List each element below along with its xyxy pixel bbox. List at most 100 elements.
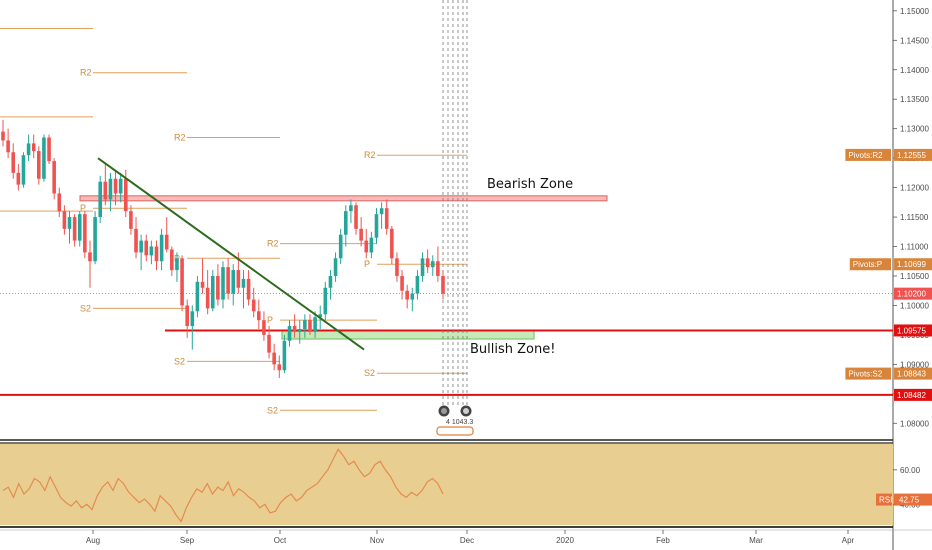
candle[interactable]	[31, 134, 36, 159]
candle[interactable]	[113, 169, 118, 206]
candle[interactable]	[246, 270, 251, 306]
candle[interactable]	[88, 240, 92, 288]
candle[interactable]	[6, 128, 10, 159]
candle[interactable]	[262, 311, 266, 341]
candle-body	[303, 320, 307, 329]
candle[interactable]	[21, 152, 26, 188]
candle[interactable]	[343, 205, 348, 247]
candle[interactable]	[323, 281, 328, 321]
candle[interactable]	[190, 305, 195, 350]
candle[interactable]	[16, 164, 21, 191]
candle[interactable]	[354, 202, 358, 235]
candle[interactable]	[154, 240, 159, 271]
candle[interactable]	[395, 252, 399, 282]
candle[interactable]	[210, 270, 215, 312]
candle[interactable]	[441, 270, 445, 300]
candle-body	[415, 275, 420, 294]
candle[interactable]	[277, 355, 282, 378]
candle[interactable]	[103, 164, 108, 206]
candle[interactable]	[67, 211, 72, 244]
candle[interactable]	[149, 240, 154, 265]
candle[interactable]	[364, 228, 369, 259]
candle[interactable]	[333, 252, 338, 282]
candle[interactable]	[26, 134, 31, 162]
candle[interactable]	[129, 205, 133, 235]
rsi-pane[interactable]	[0, 444, 893, 525]
candle[interactable]	[1, 119, 5, 147]
candle[interactable]	[359, 217, 363, 247]
candle[interactable]	[164, 217, 169, 253]
candle[interactable]	[303, 314, 307, 338]
candle[interactable]	[42, 134, 46, 182]
time-axis[interactable]: Aug Sep Oct Nov Dec 2020 Feb Mar Apr	[86, 530, 855, 545]
candle[interactable]	[257, 299, 261, 329]
pivot-lines: R2R2R2PR2PPS2PS2S2S2	[0, 28, 467, 415]
candle-body	[170, 249, 174, 271]
candle[interactable]	[118, 172, 123, 203]
candle[interactable]	[62, 205, 67, 235]
candle[interactable]	[241, 270, 246, 309]
candle[interactable]	[47, 134, 51, 165]
candle[interactable]	[57, 187, 62, 218]
candle[interactable]	[405, 284, 409, 309]
candle[interactable]	[139, 234, 143, 271]
candle[interactable]	[349, 199, 353, 223]
candle[interactable]	[297, 320, 302, 344]
candle[interactable]	[400, 270, 404, 300]
candle[interactable]	[379, 202, 384, 229]
candle[interactable]	[251, 287, 256, 318]
candle[interactable]	[425, 249, 430, 274]
candle[interactable]	[226, 258, 230, 300]
candle[interactable]	[200, 258, 205, 294]
trendline[interactable]	[97, 157, 365, 351]
rsi-line[interactable]	[2, 448, 444, 523]
candle[interactable]	[180, 255, 184, 312]
event-badge[interactable]	[436, 426, 474, 436]
candle[interactable]	[11, 143, 16, 179]
candle[interactable]	[390, 225, 394, 265]
candle[interactable]	[292, 314, 297, 338]
candle[interactable]	[272, 343, 276, 371]
candle[interactable]	[77, 211, 82, 247]
candle[interactable]	[83, 211, 87, 259]
bullish-zone[interactable]	[281, 329, 535, 340]
candle[interactable]	[374, 208, 379, 244]
event-icons[interactable]: 4 1043.3	[436, 405, 474, 436]
candle[interactable]	[415, 270, 420, 300]
candle[interactable]	[267, 326, 271, 359]
downtrend-line[interactable]	[97, 157, 365, 351]
candle[interactable]	[216, 264, 220, 306]
candle[interactable]	[338, 228, 343, 265]
candle[interactable]	[134, 217, 138, 259]
candle[interactable]	[313, 311, 317, 338]
candle[interactable]	[436, 246, 440, 282]
candle[interactable]	[52, 158, 56, 200]
candle[interactable]	[195, 275, 200, 318]
candle[interactable]	[369, 231, 374, 259]
candle[interactable]	[420, 252, 425, 282]
rsi-badge-text: RSI	[879, 496, 892, 505]
candle[interactable]	[98, 175, 103, 223]
candle[interactable]	[72, 214, 77, 247]
candle[interactable]	[159, 228, 164, 271]
candle[interactable]	[205, 270, 210, 315]
candle[interactable]	[108, 172, 113, 212]
candle[interactable]	[93, 211, 97, 265]
bearish-zone[interactable]	[79, 195, 608, 202]
candle[interactable]	[308, 314, 312, 335]
candle[interactable]	[287, 320, 292, 347]
candle[interactable]	[231, 264, 236, 306]
candle[interactable]	[170, 246, 174, 276]
candle[interactable]	[430, 255, 435, 276]
candle[interactable]	[185, 299, 189, 338]
candle[interactable]	[37, 146, 41, 185]
candle[interactable]	[144, 234, 149, 262]
candle[interactable]	[410, 287, 415, 312]
candle[interactable]	[384, 199, 389, 235]
candle[interactable]	[282, 334, 287, 374]
candle[interactable]	[221, 261, 225, 309]
candle[interactable]	[175, 252, 179, 282]
candle[interactable]	[328, 270, 333, 300]
price-label: 1.09575	[894, 324, 932, 337]
